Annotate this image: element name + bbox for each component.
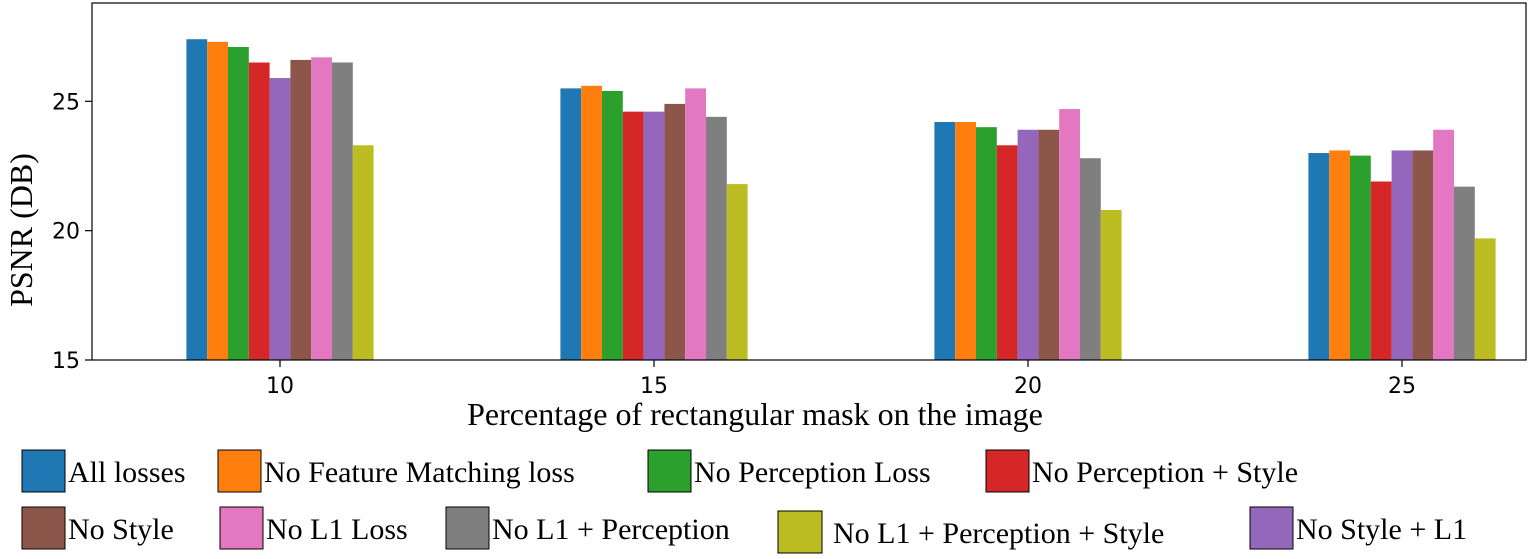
bar-no-l1-perception-10 — [332, 62, 353, 360]
x-axis: 10 15 20 25 — [266, 360, 1416, 399]
legend-swatch-no-perception-loss — [647, 449, 692, 493]
legend-swatch-no-style — [21, 506, 66, 550]
legend-swatch-no-l1-perception — [445, 506, 490, 550]
bar-no-style-25 — [1412, 150, 1434, 360]
bar-no-perception-style-10 — [248, 62, 270, 360]
legend-label: No L1 Loss — [266, 513, 408, 546]
bar-no-perception-style-20 — [996, 145, 1018, 360]
x-tick-label: 10 — [266, 374, 294, 399]
bar-no-l1-loss-15 — [685, 88, 706, 361]
bar-no-l1-loss-20 — [1059, 109, 1080, 360]
legend-swatch-no-feature-matching-loss — [217, 449, 262, 493]
bar-no-l1-perception-25 — [1454, 186, 1475, 360]
bar-no-style-20 — [1038, 129, 1060, 360]
bar-no-feature-matching-loss-25 — [1329, 150, 1350, 360]
bar-no-style-l1-20 — [1017, 129, 1039, 360]
bar-no-feature-matching-loss-15 — [581, 85, 602, 360]
bar-no-style-l1-15 — [643, 111, 665, 361]
bar-no-l1-perception-style-25 — [1474, 238, 1496, 360]
legend-label: No Perception + Style — [1032, 456, 1298, 489]
bar-no-feature-matching-loss-10 — [207, 41, 228, 361]
legend-swatch-no-l1-loss — [219, 506, 264, 550]
legend-swatch-no-l1-perception-style — [777, 510, 823, 554]
bar-no-feature-matching-loss-20 — [955, 122, 976, 360]
legend-swatch-all-losses — [21, 449, 66, 493]
bar-no-l1-perception-style-15 — [726, 184, 748, 360]
legend-label: No Style + L1 — [1296, 513, 1467, 546]
y-tick-label: 25 — [52, 90, 80, 115]
bar-no-perception-loss-10 — [228, 46, 249, 360]
bar-all-losses-10 — [186, 39, 208, 360]
bar-no-perception-style-15 — [622, 111, 644, 361]
bar-no-l1-loss-10 — [311, 57, 332, 360]
x-axis-title: Percentage of rectangular mask on the im… — [467, 396, 1043, 432]
bar-no-l1-loss-25 — [1433, 129, 1454, 360]
bar-no-style-10 — [290, 59, 312, 360]
bar-no-l1-perception-style-20 — [1100, 209, 1122, 360]
bar-no-style-15 — [664, 103, 686, 360]
y-tick-label: 15 — [52, 349, 80, 374]
legend-swatch-no-style-l1 — [1249, 506, 1294, 550]
legend-label: No Perception Loss — [694, 456, 931, 489]
bars-layer — [186, 39, 1496, 361]
bar-no-perception-style-25 — [1370, 181, 1392, 360]
x-tick-label: 25 — [1388, 374, 1416, 399]
bar-all-losses-20 — [934, 122, 956, 360]
bar-all-losses-15 — [560, 88, 582, 361]
legend-label: No L1 + Perception + Style — [833, 517, 1164, 550]
plot-frame — [91, 2, 1527, 361]
x-tick-label: 15 — [640, 374, 668, 399]
bar-all-losses-25 — [1308, 153, 1330, 360]
bar-no-l1-perception-style-10 — [352, 145, 374, 360]
bar-no-perception-loss-15 — [602, 90, 623, 361]
legend-swatch-no-perception-style — [985, 449, 1030, 493]
bar-no-perception-loss-25 — [1350, 155, 1371, 360]
legend-label: All losses — [68, 456, 186, 489]
bar-no-style-l1-25 — [1391, 150, 1413, 360]
legend-label: No Feature Matching loss — [264, 456, 575, 489]
bar-no-style-l1-10 — [269, 78, 291, 361]
legend-label: No Style — [68, 513, 174, 546]
bar-no-l1-perception-20 — [1080, 158, 1101, 360]
bar-no-perception-loss-20 — [976, 127, 997, 360]
legend-label: No L1 + Perception — [492, 513, 730, 546]
y-tick-label: 20 — [52, 220, 80, 245]
legend: All losses No Feature Matching loss No Per… — [21, 449, 1467, 554]
y-axis-title: PSNR (DB) — [3, 153, 39, 307]
y-axis: 15 20 25 — [52, 90, 92, 374]
bar-no-l1-perception-15 — [706, 116, 727, 360]
x-tick-label: 20 — [1014, 374, 1042, 399]
